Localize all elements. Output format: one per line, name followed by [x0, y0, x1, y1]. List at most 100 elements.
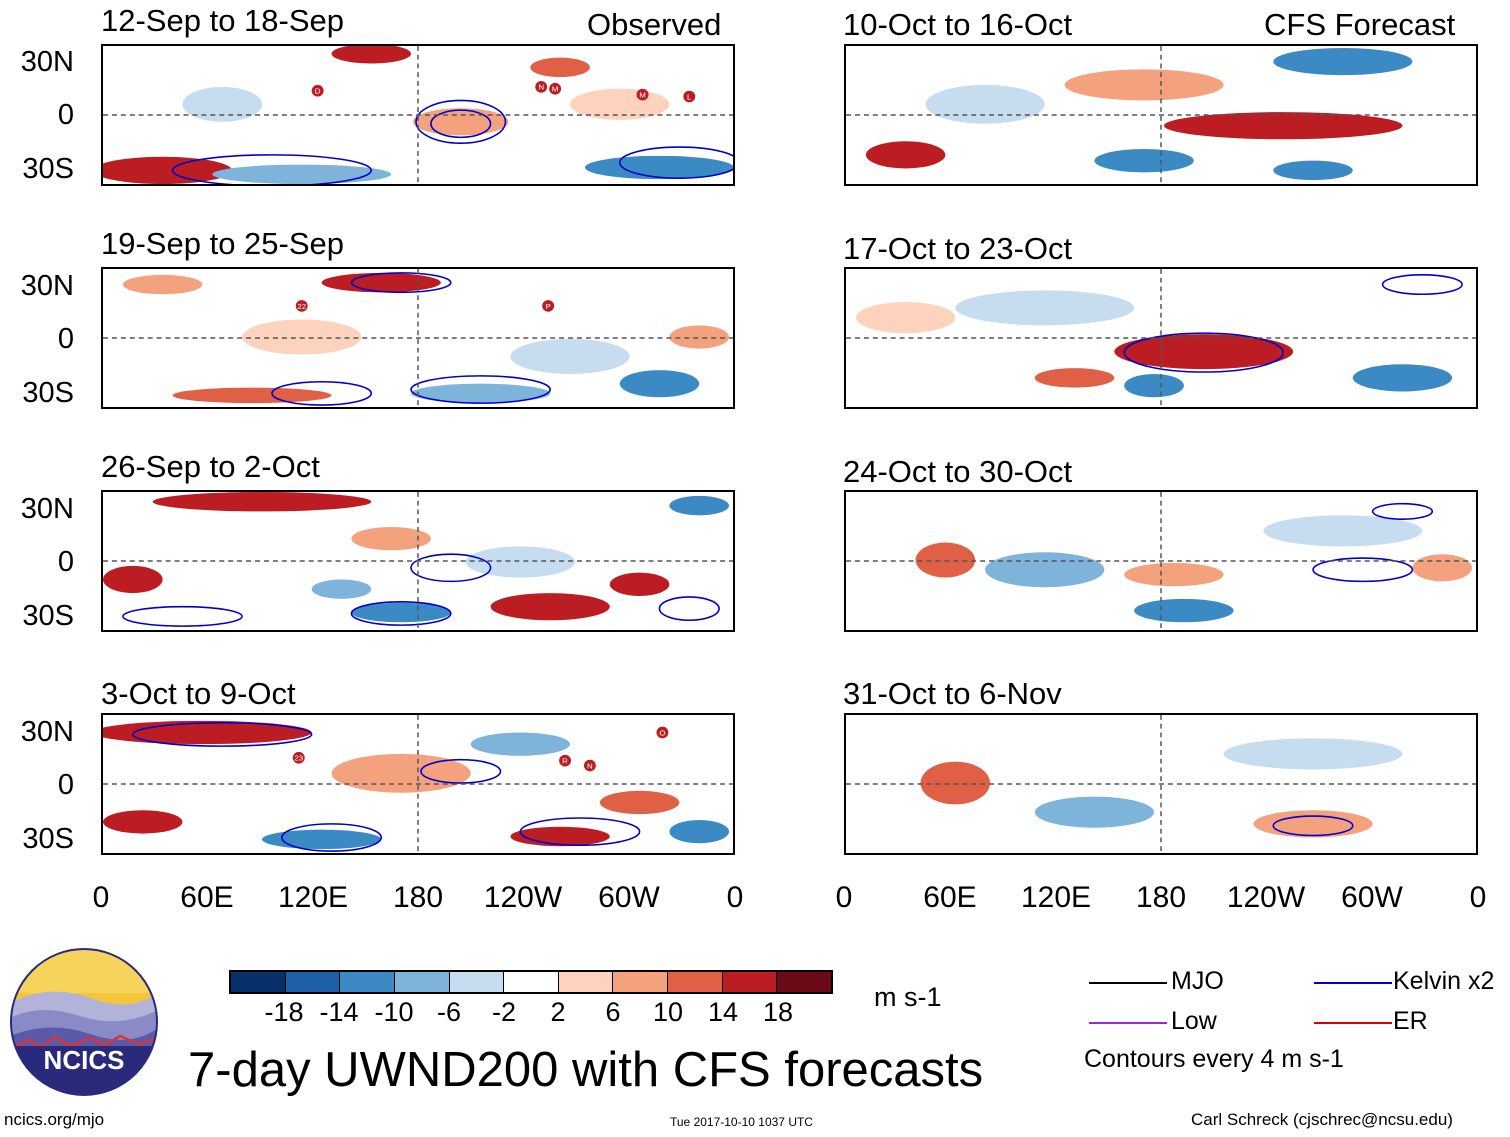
panel-title-observed-3: 26-Sep to 2-Oct	[101, 449, 320, 484]
contour-note: Contours every 4 m s-1	[1084, 1045, 1344, 1073]
storm-marker: O	[656, 726, 669, 739]
source-url: ncics.org/mjo	[4, 1110, 105, 1129]
map-panel-observed-2: 22 P	[101, 267, 735, 409]
map-panel-forecast-1	[844, 44, 1478, 186]
storm-marker: N	[583, 759, 596, 772]
panel-title-observed-1: 12-Sep to 18-Sep	[101, 3, 345, 38]
main-title: 7-day UWND200 with CFS forecasts	[188, 1043, 984, 1097]
lon-label-right: 0	[835, 881, 853, 914]
lon-label-right: 0	[1469, 881, 1487, 914]
panel-title-forecast-4: 31-Oct to 6-Nov	[843, 676, 1062, 711]
storm-marker-label: N	[587, 762, 593, 771]
anomaly-map-forecast-2	[846, 269, 1476, 407]
legend-label-er: ER	[1393, 1007, 1428, 1035]
legend-line-kelvin	[1314, 982, 1392, 984]
anomaly-map-forecast-4	[846, 715, 1476, 853]
colorbar-label: -2	[491, 997, 517, 1027]
storm-marker: R	[559, 754, 572, 767]
lon-label-right: 60W	[1341, 881, 1403, 914]
map-panel-forecast-3	[844, 490, 1478, 632]
storm-marker: M	[549, 82, 562, 95]
colorbar-swatch	[668, 972, 723, 992]
colorbar-swatch	[722, 972, 778, 992]
map-panel-observed-1: D N M M L	[101, 44, 735, 186]
storm-marker-label: P	[546, 302, 551, 311]
lat-label-30s: 30S	[22, 153, 74, 185]
lon-label-left: 120E	[277, 881, 349, 914]
lon-label-right: 120W	[1226, 881, 1306, 914]
lat-label-eq: 0	[57, 99, 74, 131]
colorbar-swatch	[777, 972, 832, 992]
lat-label-eq: 0	[57, 769, 74, 801]
colorbar-swatch	[340, 972, 395, 992]
colorbar-swatch	[558, 972, 614, 992]
legend-label-low: Low	[1171, 1007, 1217, 1035]
lat-label-30s: 30S	[22, 600, 74, 632]
anomaly-map-observed-1: D N M M L	[103, 46, 733, 184]
colorbar-label: 14	[707, 997, 739, 1027]
ncics-logo: NCICS	[10, 948, 158, 1096]
anomaly-map-forecast-3	[846, 492, 1476, 630]
storm-marker: 23	[292, 751, 305, 764]
colorbar-swatch	[449, 972, 505, 992]
storm-marker-label: 22	[297, 302, 306, 311]
storm-marker-label: D	[315, 87, 321, 96]
storm-marker: P	[542, 300, 555, 312]
legend-line-mjo	[1089, 982, 1167, 984]
storm-marker: N	[535, 80, 548, 93]
map-panel-observed-3	[101, 490, 735, 632]
colorbar-label: -10	[374, 997, 414, 1027]
legend-line-er	[1314, 1022, 1392, 1024]
panel-title-observed-2: 19-Sep to 25-Sep	[101, 226, 345, 261]
map-panel-observed-4: 23 R N O	[101, 713, 735, 855]
lon-label-right: 120E	[1020, 881, 1092, 914]
legend-label-mjo: MJO	[1171, 967, 1224, 995]
panel-title-observed-4: 3-Oct to 9-Oct	[101, 676, 296, 711]
author-credit: Carl Schreck (cjschrec@ncsu.edu)	[1191, 1110, 1453, 1129]
lat-label-eq: 0	[57, 546, 74, 578]
lat-label-30n: 30N	[20, 46, 74, 78]
observed-label: Observed	[587, 7, 722, 42]
panel-title-forecast-1: 10-Oct to 16-Oct	[843, 7, 1073, 42]
lat-label-eq: 0	[57, 323, 74, 355]
panel-title-forecast-2: 17-Oct to 23-Oct	[843, 231, 1073, 266]
lon-label-right: 180	[1135, 881, 1187, 914]
anomaly-map-observed-3	[103, 492, 733, 630]
lat-label-30n: 30N	[20, 493, 74, 525]
map-panel-forecast-4	[844, 713, 1478, 855]
colorbar-label: -14	[319, 997, 359, 1027]
storm-marker-label: N	[538, 83, 544, 92]
anomaly-map-observed-4: 23 R N O	[103, 715, 733, 853]
map-panel-forecast-2	[844, 267, 1478, 409]
legend-line-low	[1089, 1022, 1167, 1024]
logo-text: NCICS	[44, 1045, 125, 1075]
colorbar-swatch	[394, 972, 450, 992]
colorbar-swatch	[613, 972, 669, 992]
lat-label-30s: 30S	[22, 377, 74, 409]
storm-marker: 22	[295, 300, 308, 312]
colorbar-label: 10	[652, 997, 684, 1027]
lon-label-left: 0	[726, 881, 744, 914]
colorbar-swatch	[285, 972, 341, 992]
storm-marker-label: O	[659, 728, 665, 737]
storm-marker: M	[636, 88, 649, 101]
colorbar	[229, 970, 833, 994]
lon-label-left: 60E	[180, 881, 234, 914]
storm-marker-label: L	[687, 93, 692, 102]
lon-label-right: 60E	[923, 881, 977, 914]
lon-label-left: 60W	[598, 881, 660, 914]
storm-marker-label: R	[562, 757, 568, 766]
lat-label-30n: 30N	[20, 716, 74, 748]
storm-marker-label: M	[639, 91, 646, 100]
timestamp: Tue 2017-10-10 1037 UTC	[670, 1115, 813, 1129]
colorbar-label: -6	[436, 997, 462, 1027]
colorbar-label: 6	[605, 997, 621, 1027]
storm-marker: L	[683, 90, 696, 103]
lat-label-30n: 30N	[20, 270, 74, 302]
storm-marker-label: M	[552, 85, 559, 94]
legend-label-kelvin: Kelvin x2	[1393, 967, 1495, 995]
colorbar-label: 18	[762, 997, 794, 1027]
colorbar-swatch	[504, 972, 559, 992]
panel-title-forecast-3: 24-Oct to 30-Oct	[843, 454, 1073, 489]
forecast-label: CFS Forecast	[1264, 7, 1456, 42]
